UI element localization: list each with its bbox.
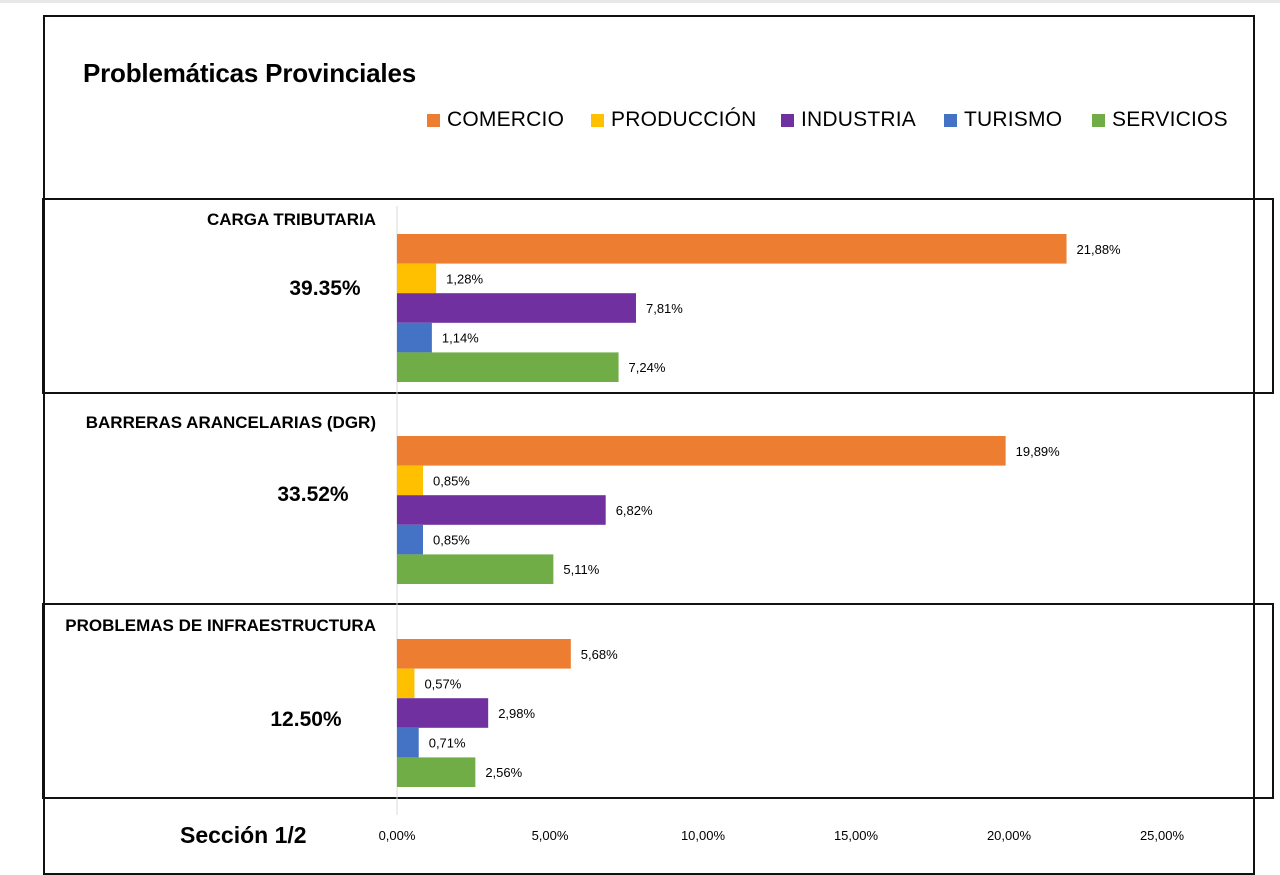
- bar-problemas-de-infraestructura-industria: [397, 698, 489, 728]
- bar-barreras-arancelarias-dgr-industria: [397, 495, 606, 525]
- legend-label-servicios: SERVICIOS: [1112, 108, 1228, 131]
- bar-problemas-de-infraestructura-turismo: [397, 727, 419, 758]
- bar-barreras-arancelarias-dgr-turismo: [397, 524, 424, 555]
- section-box-carga-tributaria: [42, 198, 1274, 394]
- legend-label-comercio: COMERCIO: [447, 108, 565, 131]
- legend-swatch-produccion: [591, 113, 604, 127]
- bar-carga-tributaria-turismo: [397, 322, 432, 353]
- legend-item-industria: INDUSTRIA: [781, 106, 916, 134]
- category-label-barreras-arancelarias: BARRERAS ARANCELARIAS (DGR): [85, 413, 376, 432]
- data-label-carga-tributaria-industria: 7,81%: [646, 301, 683, 316]
- bar-problemas-de-infraestructura-servicios: [397, 757, 476, 787]
- category-total-carga-tributaria: 39.35%: [289, 277, 361, 300]
- legend: COMERCIO PRODUCCIÓN INDUSTRIA TURISMO SE…: [0, 106, 1280, 134]
- legend-swatch-industria: [781, 113, 794, 127]
- bar-barreras-arancelarias-dgr-servicios: [397, 554, 554, 584]
- x-tick-label-15: 15,00%: [834, 828, 879, 843]
- data-label-barreras-arancelarias-dgr-servicios: 5,11%: [563, 562, 599, 577]
- data-label-problemas-de-infraestructura-industria: 2,98%: [498, 706, 535, 721]
- data-label-problemas-de-infraestructura-comercio: 5,68%: [581, 647, 618, 662]
- x-tick-label-20: 20,00%: [987, 828, 1032, 843]
- data-label-carga-tributaria-servicios: 7,24%: [629, 360, 666, 375]
- section-footer-label: Sección 1/2: [180, 822, 307, 848]
- x-tick-label-0: 0,00%: [379, 828, 416, 843]
- category-total-barreras-arancelarias: 33.52%: [277, 483, 349, 506]
- x-tick-label-25: 25,00%: [1140, 828, 1185, 843]
- bar-chart-plot: 21,88% 19,89% 5,68% 1,28% 0,85% 0,57% 7,81% 6,8…: [379, 206, 1185, 843]
- bar-carga-tributaria-produccion: [397, 263, 437, 294]
- bar-barreras-arancelarias-dgr-comercio: [397, 436, 1006, 466]
- legend-swatch-comercio: [427, 113, 440, 127]
- x-tick-label-5: 5,00%: [532, 828, 569, 843]
- x-tick-label-10: 10,00%: [681, 828, 726, 843]
- data-label-carga-tributaria-turismo: 1,14%: [442, 331, 479, 346]
- category-label-problemas-infraestructura: PROBLEMAS DE INFRAESTRUCTURA: [65, 616, 376, 635]
- bar-problemas-de-infraestructura-produccion: [397, 668, 415, 699]
- category-total-problemas-infraestructura: 12.50%: [270, 708, 342, 731]
- bar-carga-tributaria-comercio: [397, 234, 1067, 264]
- data-label-barreras-arancelarias-dgr-comercio: 19,89%: [1016, 444, 1061, 459]
- data-label-barreras-arancelarias-dgr-industria: 6,82%: [616, 503, 653, 518]
- top-strip: [0, 0, 1280, 3]
- legend-item-produccion: PRODUCCIÓN: [591, 106, 757, 134]
- data-label-problemas-de-infraestructura-produccion: 0,57%: [424, 676, 461, 691]
- section-box-problemas-infraestructura: [42, 603, 1274, 799]
- category-label-carga-tributaria: CARGA TRIBUTARIA: [206, 210, 376, 229]
- bar-carga-tributaria-industria: [397, 293, 636, 323]
- legend-item-servicios: SERVICIOS: [1092, 106, 1228, 134]
- legend-swatch-servicios: [1092, 113, 1105, 127]
- legend-swatch-turismo: [944, 113, 957, 127]
- data-label-barreras-arancelarias-dgr-turismo: 0,85%: [433, 533, 470, 548]
- data-label-carga-tributaria-produccion: 1,28%: [446, 271, 483, 286]
- data-label-carga-tributaria-comercio: 21,88%: [1077, 242, 1122, 257]
- bar-barreras-arancelarias-dgr-produccion: [397, 465, 424, 496]
- data-label-problemas-de-infraestructura-servicios: 2,56%: [485, 765, 522, 780]
- bar-carga-tributaria-servicios: [397, 352, 619, 382]
- chart-title: Problemáticas Provinciales: [83, 58, 416, 88]
- data-label-barreras-arancelarias-dgr-produccion: 0,85%: [433, 473, 470, 488]
- bar-problemas-de-infraestructura-comercio: [397, 639, 571, 669]
- legend-label-turismo: TURISMO: [964, 108, 1063, 131]
- legend-label-produccion: PRODUCCIÓN: [611, 108, 757, 131]
- legend-item-comercio: COMERCIO: [427, 106, 564, 134]
- legend-label-industria: INDUSTRIA: [801, 108, 916, 131]
- legend-item-turismo: TURISMO: [944, 106, 1062, 134]
- data-label-problemas-de-infraestructura-turismo: 0,71%: [429, 736, 466, 751]
